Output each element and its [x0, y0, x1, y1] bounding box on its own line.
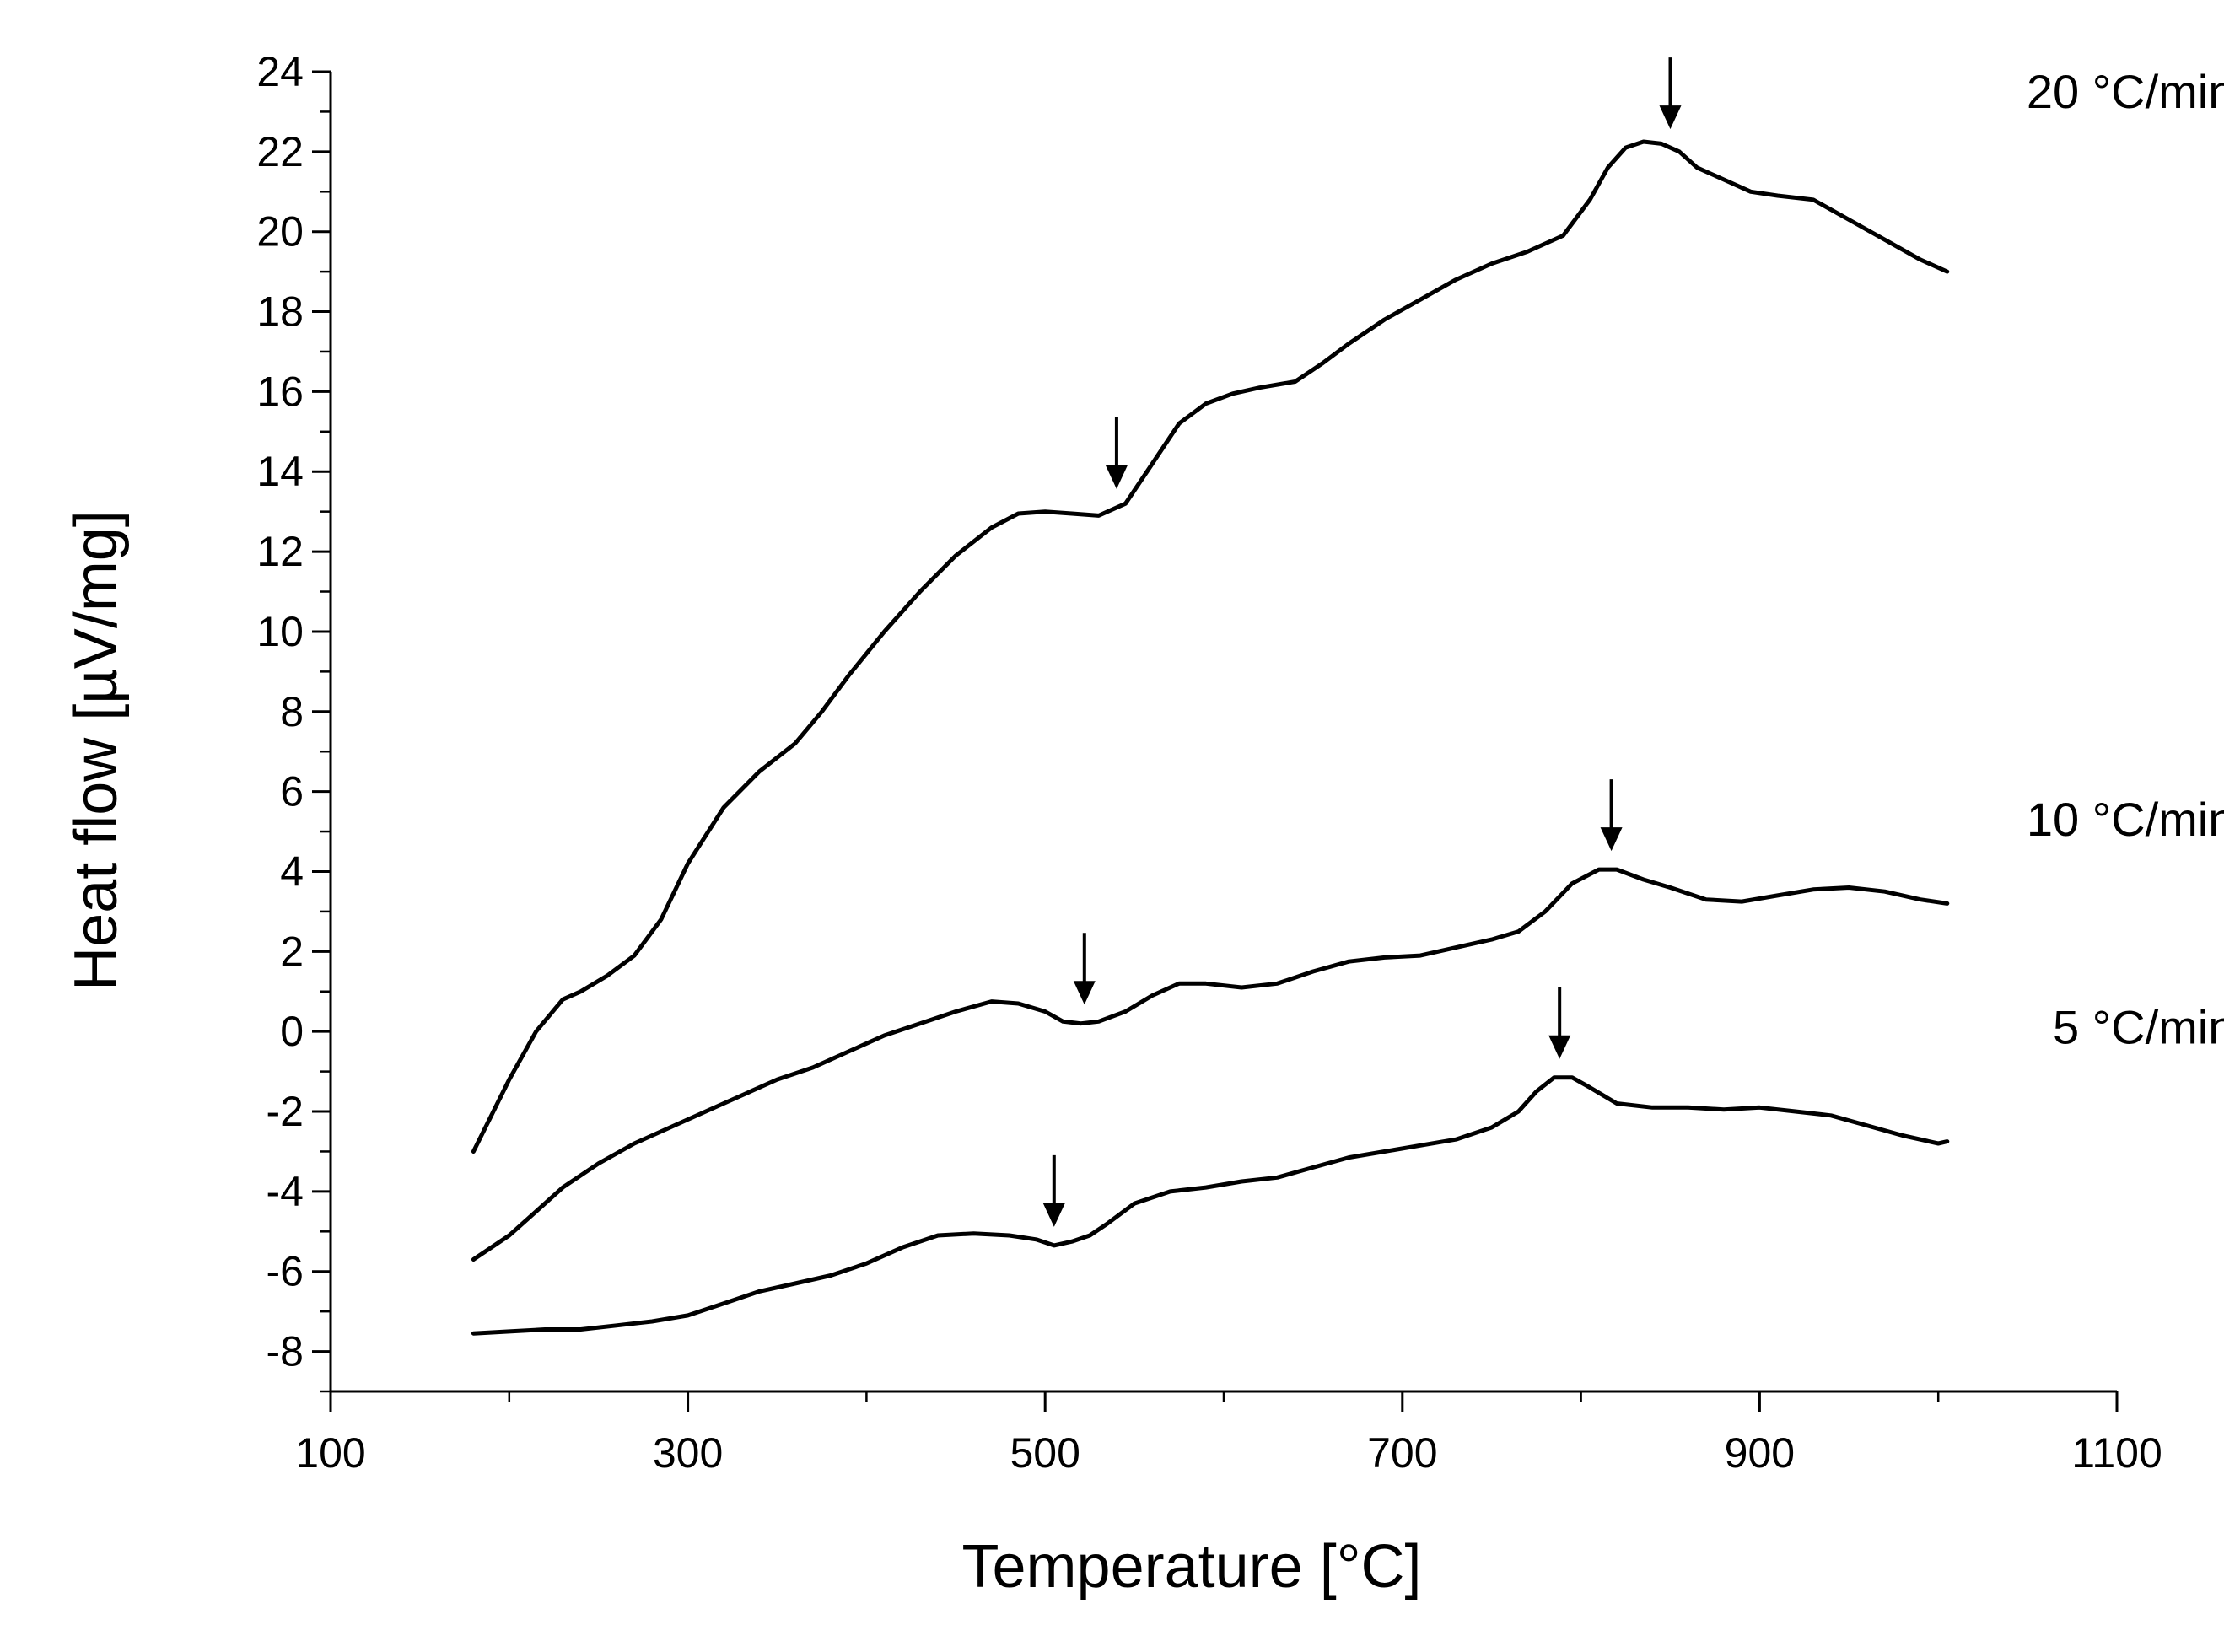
series-label: 10 °C/min	[2027, 793, 2224, 846]
y-tick-label: 4	[280, 848, 304, 895]
y-tick-label: 12	[256, 528, 304, 575]
y-tick-label: 22	[256, 128, 304, 175]
y-tick-label: 16	[256, 368, 304, 415]
peak-arrow-head	[1105, 465, 1128, 489]
series-line	[471, 1075, 1950, 1336]
x-tick-label: 900	[1725, 1429, 1795, 1477]
y-tick-label: 0	[280, 1008, 304, 1055]
y-tick-label: 24	[256, 48, 304, 95]
peak-arrow-head	[1600, 827, 1623, 852]
series-label: 20 °C/min	[2027, 65, 2224, 118]
y-tick-label: 14	[256, 448, 304, 495]
series-line	[471, 867, 1950, 1262]
y-tick-label: 20	[256, 208, 304, 256]
y-tick-label: 6	[280, 768, 304, 815]
x-tick-label: 300	[653, 1429, 723, 1477]
y-tick-label: 2	[280, 928, 304, 975]
y-tick-label: 10	[256, 608, 304, 655]
series-label: 5 °C/min	[2053, 1001, 2224, 1054]
y-tick-label: -2	[267, 1088, 304, 1135]
y-axis-title: Heat flow [µV/mg]	[62, 510, 130, 991]
y-tick-label: -4	[267, 1168, 304, 1215]
x-axis-title: Temperature [°C]	[962, 1533, 1422, 1601]
x-tick-label: 700	[1367, 1429, 1437, 1477]
peak-arrow-head	[1659, 105, 1682, 130]
x-tick-label: 1100	[2071, 1429, 2162, 1477]
series-line	[471, 139, 1950, 1154]
y-tick-label: 18	[256, 288, 304, 336]
y-tick-label: -6	[267, 1248, 304, 1295]
y-tick-label: 8	[280, 688, 304, 735]
peak-arrow-head	[1042, 1203, 1065, 1227]
x-tick-label: 100	[295, 1429, 365, 1477]
peak-arrow-head	[1073, 981, 1096, 1005]
peak-arrow-head	[1548, 1035, 1571, 1059]
y-tick-label: -8	[267, 1328, 304, 1375]
x-tick-label: 500	[1010, 1429, 1080, 1477]
